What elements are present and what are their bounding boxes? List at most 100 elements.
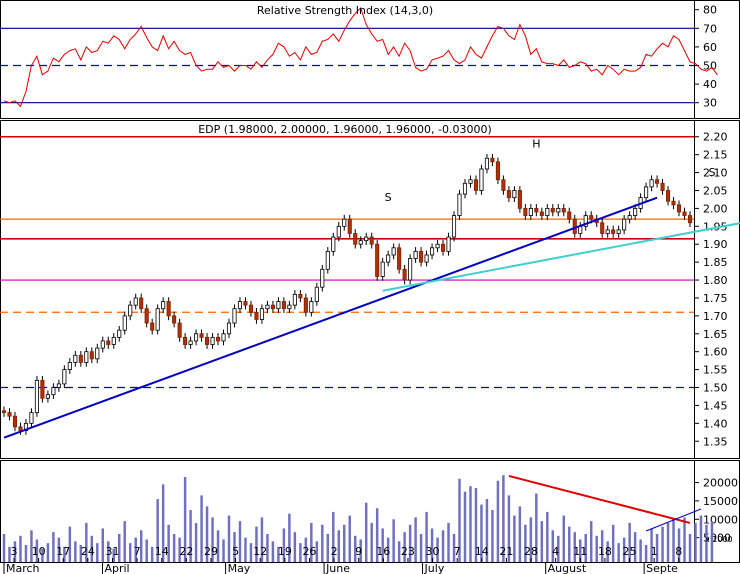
y-tick-label: 1.85: [703, 256, 728, 269]
volume-bar: [403, 532, 406, 562]
y-tick-label: 15000: [703, 495, 738, 508]
candle-body: [122, 315, 127, 331]
volume-bar: [41, 548, 44, 562]
volume-bar: [35, 539, 39, 562]
volume-bar: [480, 504, 483, 562]
volume-bar: [699, 515, 703, 562]
candle-body: [215, 336, 221, 342]
volume-bar: [529, 517, 533, 562]
candle-body: [473, 179, 479, 191]
volume-trendline-short: [645, 508, 702, 532]
volume-panel: 5000 10000 15000 20000 x 1000: [2, 474, 738, 562]
volume-bar: [183, 477, 187, 562]
candle-body: [254, 311, 259, 320]
candle-body: [56, 383, 61, 388]
candle-body: [386, 254, 391, 263]
candle-body: [89, 351, 94, 360]
candle-body: [375, 243, 380, 277]
y-tick-label: 2.05: [703, 184, 728, 197]
volume-bar: [249, 543, 253, 562]
candle-body: [259, 308, 264, 320]
candle-body: [177, 322, 182, 338]
candle-body: [506, 190, 511, 199]
candle-body: [117, 329, 122, 338]
volume-bar: [655, 533, 659, 562]
volume-bar: [244, 537, 247, 562]
candle-body: [501, 179, 506, 191]
candle-body: [73, 354, 78, 363]
volume-bar: [633, 532, 637, 562]
x-tick-label: 3: [11, 545, 18, 558]
volume-bar: [507, 495, 511, 562]
x-tick-label: 2: [331, 545, 338, 558]
x-tick-label: 21: [499, 545, 513, 558]
candle-body: [435, 243, 440, 249]
candle-body: [561, 207, 566, 213]
candle-body: [106, 340, 111, 345]
volume-bar: [101, 528, 105, 562]
candle-body: [358, 240, 363, 245]
x-tick-label: 24: [81, 545, 95, 558]
volume-bar: [375, 508, 379, 562]
y-tick-label: 1.55: [703, 364, 728, 377]
candle-body: [649, 179, 654, 188]
candle-body: [100, 340, 105, 349]
panel-frame: [0, 460, 740, 563]
candle-body: [133, 297, 138, 306]
volume-bar: [79, 544, 83, 562]
x-tick-label: 31: [105, 545, 119, 558]
candle-body: [128, 304, 133, 317]
candle-body: [320, 268, 325, 288]
candle-body: [194, 333, 199, 342]
x-tick-label: 23: [401, 545, 415, 558]
volume-bar: [150, 546, 154, 562]
y-tick-label: 30: [703, 97, 717, 110]
y-tick-label: 2.20: [703, 131, 728, 144]
candle-body: [413, 250, 418, 259]
candle-body: [281, 301, 286, 310]
candle-body: [600, 222, 605, 234]
candle-body: [687, 215, 693, 224]
candle-body: [347, 218, 352, 234]
month-label: Septe: [646, 562, 678, 574]
volume-bar: [255, 526, 258, 562]
x-tick-label: 12: [253, 545, 267, 558]
volume-bar: [85, 522, 88, 562]
volume-bar: [524, 524, 527, 562]
volume-unit-label: x 1000: [705, 535, 733, 544]
candle-body: [550, 207, 555, 213]
panel-frame: [0, 120, 740, 459]
candle-body: [243, 301, 248, 306]
trendline: [382, 222, 740, 292]
volume-bar: [359, 539, 362, 562]
volume-bar: [513, 515, 516, 562]
pattern-annotation: S: [708, 166, 715, 179]
candle-body: [95, 347, 100, 360]
candle-body: [556, 207, 561, 213]
candle-body: [655, 179, 660, 184]
candle-body: [18, 426, 23, 431]
volume-bar: [260, 517, 264, 562]
volume-bar: [200, 495, 203, 562]
volume-bar: [90, 535, 94, 562]
price-title: EDP (1.98000, 2.00000, 1.96000, 1.96000,…: [198, 123, 492, 136]
candle-body: [287, 304, 292, 310]
y-tick-label: 1.95: [703, 220, 728, 233]
candle-body: [7, 412, 12, 417]
volume-bar: [134, 537, 137, 562]
volume-bar: [600, 530, 604, 562]
panel-frame: [0, 0, 740, 119]
x-tick-label: 8: [675, 545, 682, 558]
pattern-annotation: H: [532, 137, 540, 150]
candle-body: [45, 394, 50, 399]
volume-bar: [194, 522, 198, 562]
volume-bar: [337, 530, 341, 562]
volume-bar: [52, 532, 55, 562]
candle-body: [309, 301, 314, 313]
candle-body: [419, 250, 424, 263]
candle-body: [188, 340, 193, 345]
candle-body: [40, 379, 45, 399]
volume-bar: [364, 502, 368, 562]
